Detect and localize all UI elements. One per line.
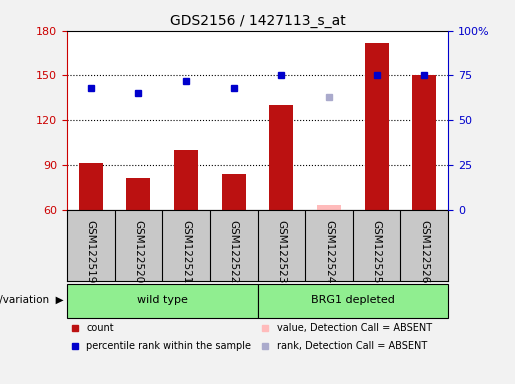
Bar [365, 43, 388, 210]
Text: count: count [86, 323, 114, 333]
Text: value, Detection Call = ABSENT: value, Detection Call = ABSENT [277, 323, 432, 333]
Text: GSM122519: GSM122519 [86, 220, 96, 284]
Text: GSM122525: GSM122525 [372, 220, 382, 284]
Text: genotype/variation  ▶: genotype/variation ▶ [0, 295, 63, 305]
Bar [222, 174, 246, 210]
Bar [79, 164, 102, 210]
Bar [174, 150, 198, 210]
Text: GSM122520: GSM122520 [133, 220, 143, 284]
FancyBboxPatch shape [258, 284, 448, 318]
Text: GSM122524: GSM122524 [324, 220, 334, 284]
Text: BRG1 depleted: BRG1 depleted [311, 295, 394, 305]
Text: GSM122526: GSM122526 [419, 220, 429, 284]
Bar [269, 105, 293, 210]
FancyBboxPatch shape [67, 284, 258, 318]
Bar [127, 179, 150, 210]
Text: rank, Detection Call = ABSENT: rank, Detection Call = ABSENT [277, 341, 427, 351]
Bar [317, 205, 341, 210]
Title: GDS2156 / 1427113_s_at: GDS2156 / 1427113_s_at [169, 14, 346, 28]
Text: GSM122521: GSM122521 [181, 220, 191, 284]
Text: wild type: wild type [137, 295, 187, 305]
Bar [413, 76, 436, 210]
Text: GSM122522: GSM122522 [229, 220, 238, 284]
Text: percentile rank within the sample: percentile rank within the sample [86, 341, 251, 351]
Text: GSM122523: GSM122523 [277, 220, 286, 284]
